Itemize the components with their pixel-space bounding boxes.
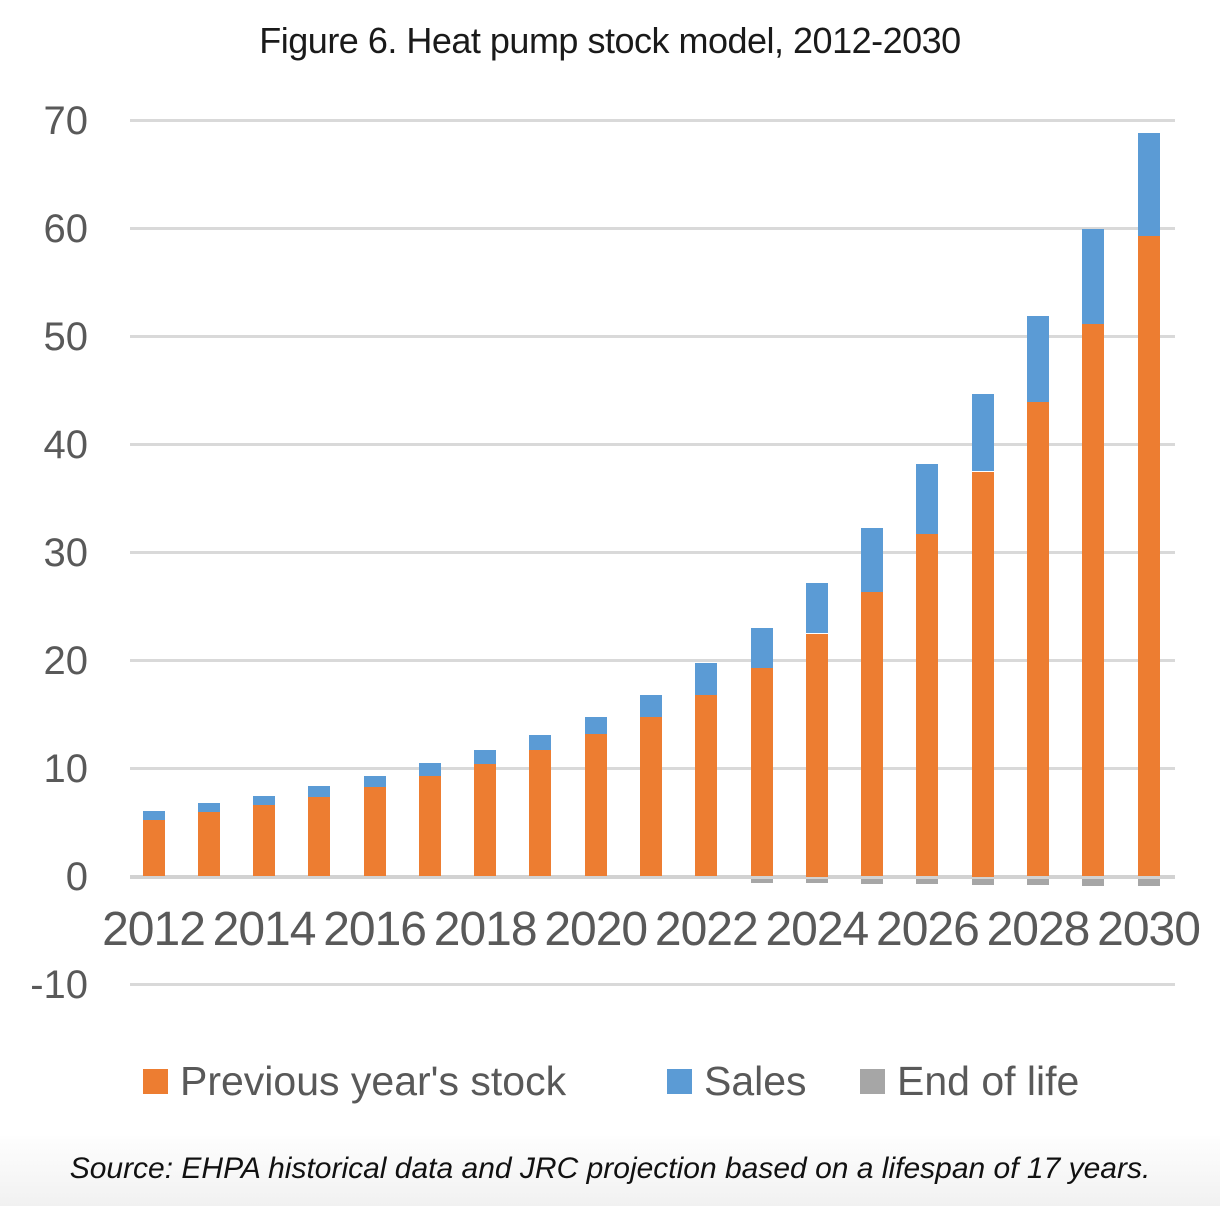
bar-endoflife-2029 xyxy=(1082,878,1105,887)
bar-stock-2017 xyxy=(418,776,441,877)
y-tick-label: 40 xyxy=(43,422,89,467)
bar-endoflife-2027 xyxy=(971,878,994,885)
bar-sales-2014 xyxy=(253,795,276,806)
bar-sales-2021 xyxy=(640,695,663,717)
x-tick-label-2018: 2018 xyxy=(433,903,538,956)
bar-sales-2025 xyxy=(861,527,884,593)
bar-stock-2019 xyxy=(529,750,552,877)
bar-sales-2029 xyxy=(1082,228,1105,324)
y-tick-label: 30 xyxy=(43,530,89,575)
bar-sales-2020 xyxy=(584,716,607,734)
y-tick-label: -10 xyxy=(30,962,88,1007)
gridline-y30 xyxy=(130,551,1175,554)
gridline-y40 xyxy=(130,443,1175,446)
end-of-life-swatch-icon xyxy=(860,1068,885,1094)
x-tick-label-2028: 2028 xyxy=(986,903,1091,956)
bar-endoflife-2023 xyxy=(750,878,773,883)
previous-stock-swatch-icon xyxy=(143,1068,168,1094)
bar-sales-2030 xyxy=(1137,133,1160,237)
bar-sales-2024 xyxy=(805,582,828,634)
gridline-y60 xyxy=(130,227,1175,230)
bar-stock-2020 xyxy=(584,733,607,877)
legend-label-sales: Sales xyxy=(704,1058,807,1104)
plot-area: 70 60 50 40 30 20 10 0 -10 2012 2014 2016 2018 2020 20… xyxy=(30,98,1201,1007)
bar-sales-2023 xyxy=(750,628,773,669)
source-strip: Source: EHPA historical data and JRC pro… xyxy=(0,1136,1220,1206)
bar-sales-2027 xyxy=(971,393,994,472)
bar-stock-2012 xyxy=(142,820,165,877)
bar-stock-2028 xyxy=(1026,402,1049,877)
bar-stock-2021 xyxy=(640,716,663,877)
bar-endoflife-2024 xyxy=(805,878,828,883)
bar-stock-2024 xyxy=(805,633,828,877)
y-tick-label: 0 xyxy=(65,854,88,899)
bar-stock-2015 xyxy=(308,796,331,877)
bar-stock-2023 xyxy=(750,668,773,877)
bar-endoflife-2026 xyxy=(916,878,939,884)
gridline-y50 xyxy=(130,335,1175,338)
x-tick-label-2022: 2022 xyxy=(654,903,759,956)
bar-sales-2012 xyxy=(142,810,165,821)
legend-item-sales: Sales xyxy=(667,1056,807,1106)
bar-stock-2029 xyxy=(1082,323,1105,877)
bar-sales-2028 xyxy=(1026,315,1049,403)
x-tick-label-2030: 2030 xyxy=(1097,903,1201,956)
bar-stock-2026 xyxy=(916,534,939,877)
gridline-y70 xyxy=(130,119,1175,122)
x-tick-label-2026: 2026 xyxy=(876,903,980,956)
x-tick-label-2020: 2020 xyxy=(544,903,648,956)
bar-sales-2022 xyxy=(695,662,718,696)
bar-stock-2014 xyxy=(253,805,276,877)
bar-stock-2025 xyxy=(861,592,884,877)
y-tick-label: 20 xyxy=(43,638,89,683)
chart-title: Figure 6. Heat pump stock model, 2012-20… xyxy=(259,20,961,61)
x-tick-label-2016: 2016 xyxy=(323,903,427,956)
bar-stock-2013 xyxy=(197,811,220,877)
y-tick-label: 60 xyxy=(43,206,89,251)
x-tick-label-2024: 2024 xyxy=(765,903,869,956)
bar-stock-2018 xyxy=(474,764,497,877)
bar-sales-2013 xyxy=(197,803,220,812)
source-note: Source: EHPA historical data and JRC pro… xyxy=(69,1152,1151,1185)
gridline-y-10 xyxy=(130,983,1175,986)
y-tick-label: 10 xyxy=(43,746,89,791)
legend-label-previous-stock: Previous year's stock xyxy=(180,1058,567,1104)
bar-sales-2026 xyxy=(916,463,939,535)
bar-stock-2022 xyxy=(695,695,718,877)
bar-endoflife-2028 xyxy=(1026,878,1049,885)
gridline-y20 xyxy=(130,659,1175,662)
x-tick-label-2012: 2012 xyxy=(102,903,206,956)
legend-label-end-of-life: End of life xyxy=(897,1058,1080,1104)
bar-stock-2016 xyxy=(363,786,386,877)
bar-endoflife-2025 xyxy=(861,878,884,884)
y-tick-label: 70 xyxy=(43,98,89,143)
legend-item-previous-stock: Previous year's stock xyxy=(143,1056,566,1106)
bar-stock-2030 xyxy=(1137,236,1160,877)
chart-legend: Previous year's stock Sales End of life xyxy=(0,1056,1220,1106)
x-axis-line xyxy=(130,874,1175,879)
bar-sales-2017 xyxy=(418,763,441,777)
legend-item-end-of-life: End of life xyxy=(860,1056,1079,1106)
bar-sales-2015 xyxy=(308,785,331,797)
bar-endoflife-2030 xyxy=(1137,878,1160,887)
bar-sales-2018 xyxy=(474,750,497,765)
y-tick-label: 50 xyxy=(43,314,89,359)
bar-sales-2019 xyxy=(529,735,552,751)
x-tick-label-2014: 2014 xyxy=(212,903,317,956)
sales-swatch-icon xyxy=(667,1068,692,1094)
bar-sales-2016 xyxy=(363,776,386,787)
bar-stock-2027 xyxy=(971,471,994,877)
